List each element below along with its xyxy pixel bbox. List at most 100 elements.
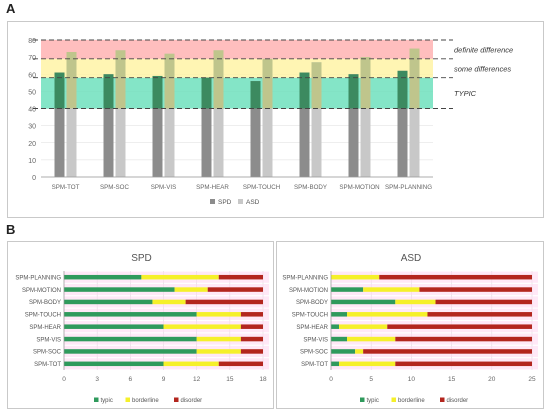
asd-bar (213, 50, 224, 177)
y-tick-label: SPM-VIS (36, 337, 61, 343)
y-tick-label: 40 (28, 107, 36, 114)
y-tick-label: 10 (28, 158, 36, 165)
band-label: definite difference (454, 45, 513, 54)
y-tick-label: SPM-TOUCH (25, 313, 61, 319)
typic-segment (331, 361, 340, 367)
spd-bar-band-segment (397, 70, 408, 109)
x-tick-label: SPM-SOC (100, 184, 129, 191)
typic-segment (331, 324, 340, 329)
typic-segment (331, 287, 364, 292)
x-tick-label: 20 (488, 376, 496, 383)
band-label: some differences (454, 64, 511, 73)
disorder-segment (240, 336, 263, 342)
x-tick-label: SPM-TOT (52, 184, 80, 191)
typic-segment (64, 336, 197, 342)
spd-bar (152, 75, 163, 177)
spd-bar (348, 74, 359, 177)
y-tick-label: 80 (28, 38, 36, 45)
legend-label-disorder: disorder (181, 398, 203, 404)
y-tick-label: 50 (28, 89, 36, 96)
legend-swatch-spd (210, 199, 215, 204)
typic-segment (331, 299, 396, 305)
asd-bar-band-segment (66, 51, 77, 109)
borderline-segment (339, 361, 396, 367)
borderline-segment (163, 361, 219, 367)
chart-title: ASD (401, 253, 422, 264)
spd-bar-band-segment (250, 81, 261, 109)
typic-segment (331, 336, 348, 342)
borderline-segment (196, 336, 241, 342)
asd-bar (311, 62, 322, 178)
x-tick-label: SPM-TOUCH (243, 184, 280, 191)
disorder-segment (395, 336, 532, 342)
legend-label-borderline: borderline (398, 398, 425, 404)
disorder-segment (240, 349, 263, 354)
borderline-segment (395, 299, 436, 305)
panel-a-label: A (6, 1, 16, 16)
legend-label-typic: typic (101, 398, 113, 404)
borderline-segment (141, 274, 219, 280)
borderline-segment (152, 299, 186, 305)
y-tick-label: SPM-TOT (301, 362, 328, 368)
disorder-segment (218, 361, 263, 367)
disorder-segment (240, 312, 263, 317)
y-tick-label: SPM-TOUCH (292, 313, 328, 319)
typic-segment (331, 349, 356, 354)
x-tick-label: SPM-VIS (151, 184, 176, 191)
legend-swatch-disorder (174, 397, 179, 402)
panel-b-spd-frame: SPD 0 3 6 9 12 15 18 SPM-PLANNING SPM-MOTION SPM-B… (7, 241, 274, 409)
legend-label-typic: typic (367, 398, 379, 404)
legend-swatch-asd (238, 199, 243, 204)
spd-bar-band-segment (152, 75, 163, 109)
disorder-segment (207, 287, 263, 292)
typic-segment (64, 324, 164, 329)
x-tick-label: SPM-BODY (294, 184, 327, 191)
x-tick-label: SPM-PLANNING (385, 184, 432, 191)
borderline-segment (363, 287, 420, 292)
disorder-segment (185, 299, 263, 305)
asd-bar-band-segment (164, 53, 175, 109)
typic-segment (64, 287, 175, 292)
legend-label-spd: SPD (218, 199, 232, 206)
spd-bar (397, 70, 408, 177)
spd-bar-band-segment (299, 72, 310, 109)
asd-bar (115, 50, 126, 177)
spd-bar-band-segment (54, 72, 65, 109)
borderline-segment (196, 349, 241, 354)
borderline-segment (339, 324, 388, 329)
typic-segment (64, 299, 153, 305)
asd-stacked-bar-chart: ASD 0 5 10 15 20 25 SPM-PLANNING SPM-MOTION SPM-B… (282, 253, 538, 404)
y-tick-label: SPM-VIS (303, 337, 328, 343)
x-tick-label: 12 (193, 376, 201, 383)
x-tick-label: 5 (369, 376, 373, 383)
asd-bar-band-segment (409, 48, 420, 109)
y-tick-label: SPM-HEAR (296, 325, 328, 331)
spm-grouped-bar-chart: 0 10 20 30 40 50 60 70 80 SPM-TOT SPM-SOC SPM-VIS SP… (28, 38, 513, 206)
panel-a-frame: 0 10 20 30 40 50 60 70 80 SPM-TOT SPM-SOC SPM-VIS SP… (7, 21, 544, 218)
y-tick-label: SPM-SOC (300, 350, 329, 356)
y-tick-label: SPM-SOC (33, 350, 62, 356)
borderline-segment (355, 349, 364, 354)
legend-label-disorder: disorder (447, 398, 469, 404)
disorder-segment (395, 361, 532, 367)
y-tick-label: SPM-BODY (296, 300, 328, 306)
asd-bar (409, 48, 420, 177)
band-label: TYPIC (454, 89, 477, 98)
panel-b-asd-frame: ASD 0 5 10 15 20 25 SPM-PLANNING SPM-MOTION SPM-B… (276, 241, 544, 409)
borderline-segment (196, 312, 241, 317)
spd-bar (299, 72, 310, 177)
asd-bar-band-segment (311, 62, 322, 109)
disorder-segment (419, 287, 532, 292)
legend-label-borderline: borderline (132, 398, 159, 404)
y-tick-label: SPM-PLANNING (15, 275, 61, 281)
chart-title: SPD (131, 253, 152, 264)
typic-segment (64, 312, 197, 317)
asd-bar-band-segment (262, 58, 273, 109)
score-band-2 (41, 40, 433, 59)
x-tick-label: 3 (95, 376, 99, 383)
x-tick-label: 6 (129, 376, 133, 383)
x-tick-label: SPM-HEAR (196, 184, 229, 191)
borderline-segment (347, 336, 396, 342)
asd-bar (164, 53, 175, 178)
asd-bar (360, 57, 371, 177)
